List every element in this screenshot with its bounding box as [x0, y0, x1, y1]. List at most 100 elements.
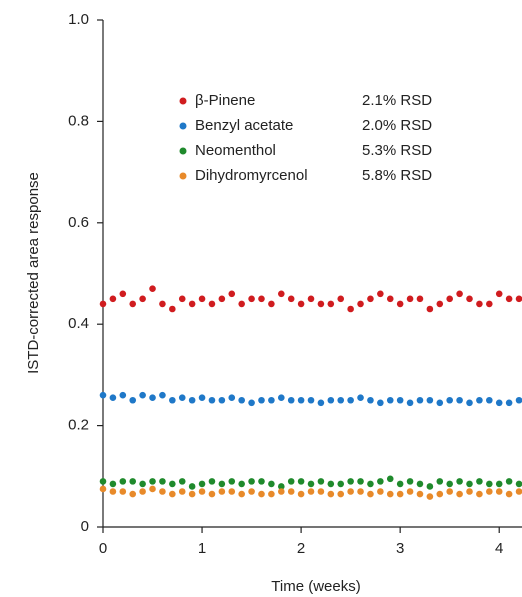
point: [159, 300, 166, 308]
point: [258, 396, 265, 404]
point: [139, 295, 146, 303]
point: [495, 399, 503, 407]
point: [218, 295, 226, 303]
point: [327, 480, 335, 488]
point: [119, 488, 127, 495]
point: [515, 480, 522, 488]
point: [347, 396, 354, 404]
point: [149, 394, 156, 402]
legend-rsd: 5.8% RSD: [362, 167, 432, 184]
point: [406, 399, 414, 407]
point: [149, 285, 156, 293]
legend-label: Benzyl acetate: [195, 117, 293, 134]
point: [337, 480, 345, 488]
point: [169, 305, 176, 313]
point: [258, 295, 265, 303]
point: [476, 490, 483, 498]
point: [238, 300, 245, 308]
point: [377, 290, 384, 298]
point: [297, 396, 305, 404]
point: [228, 488, 236, 495]
point: [396, 490, 404, 498]
point: [515, 488, 522, 495]
x-tick-label: 2: [297, 540, 305, 557]
point: [268, 396, 275, 404]
point: [119, 478, 127, 485]
point: [466, 480, 473, 488]
x-tick-label: 1: [198, 540, 206, 557]
point: [129, 478, 137, 485]
point: [495, 480, 503, 488]
x-tick-label: 0: [99, 540, 107, 557]
point: [377, 478, 384, 485]
point: [367, 396, 374, 404]
point: [258, 478, 265, 485]
point: [129, 490, 137, 498]
point: [169, 396, 176, 404]
point: [486, 396, 493, 404]
point: [277, 290, 285, 298]
point: [129, 396, 137, 404]
legend-label: Dihydromyrcenol: [195, 167, 308, 184]
point: [228, 290, 236, 298]
point: [238, 396, 245, 404]
point: [218, 480, 226, 488]
y-tick-label: 0: [81, 518, 89, 535]
point: [367, 480, 374, 488]
point: [456, 396, 463, 404]
point: [456, 478, 463, 485]
point: [416, 295, 424, 303]
point: [297, 300, 305, 308]
point: [218, 488, 226, 495]
point: [416, 396, 424, 404]
point: [109, 480, 117, 488]
point: [317, 488, 325, 495]
point: [238, 480, 245, 488]
point: [347, 305, 354, 313]
point: [99, 391, 107, 399]
point: [297, 490, 305, 498]
point: [446, 295, 453, 303]
point: [188, 483, 196, 490]
point: [129, 300, 137, 308]
point: [416, 490, 424, 498]
point: [406, 478, 414, 485]
point: [466, 488, 473, 495]
point: [406, 488, 414, 495]
point: [149, 485, 156, 493]
point: [287, 396, 295, 404]
y-tick-label: 1.0: [68, 11, 89, 28]
point: [248, 399, 255, 407]
point: [486, 488, 493, 495]
point: [515, 295, 522, 303]
legend-label: Neomenthol: [195, 142, 276, 159]
point: [208, 478, 216, 485]
point: [327, 300, 335, 308]
point: [367, 490, 374, 498]
point: [268, 480, 275, 488]
point: [307, 295, 315, 303]
point: [476, 478, 483, 485]
point: [396, 396, 404, 404]
point: [198, 394, 206, 402]
point: [228, 478, 236, 485]
point: [317, 399, 325, 407]
point: [169, 490, 176, 498]
legend-rsd: 2.0% RSD: [362, 117, 432, 134]
legend-label: β-Pinene: [195, 92, 255, 109]
point: [119, 391, 127, 399]
point: [198, 488, 206, 495]
point: [486, 480, 493, 488]
point: [466, 295, 473, 303]
point: [188, 490, 196, 498]
point: [327, 490, 335, 498]
point: [347, 478, 354, 485]
point: [277, 488, 285, 495]
point: [386, 396, 394, 404]
point: [208, 396, 216, 404]
point: [426, 396, 434, 404]
point: [109, 488, 117, 495]
x-tick-label: 3: [396, 540, 404, 557]
point: [337, 490, 345, 498]
